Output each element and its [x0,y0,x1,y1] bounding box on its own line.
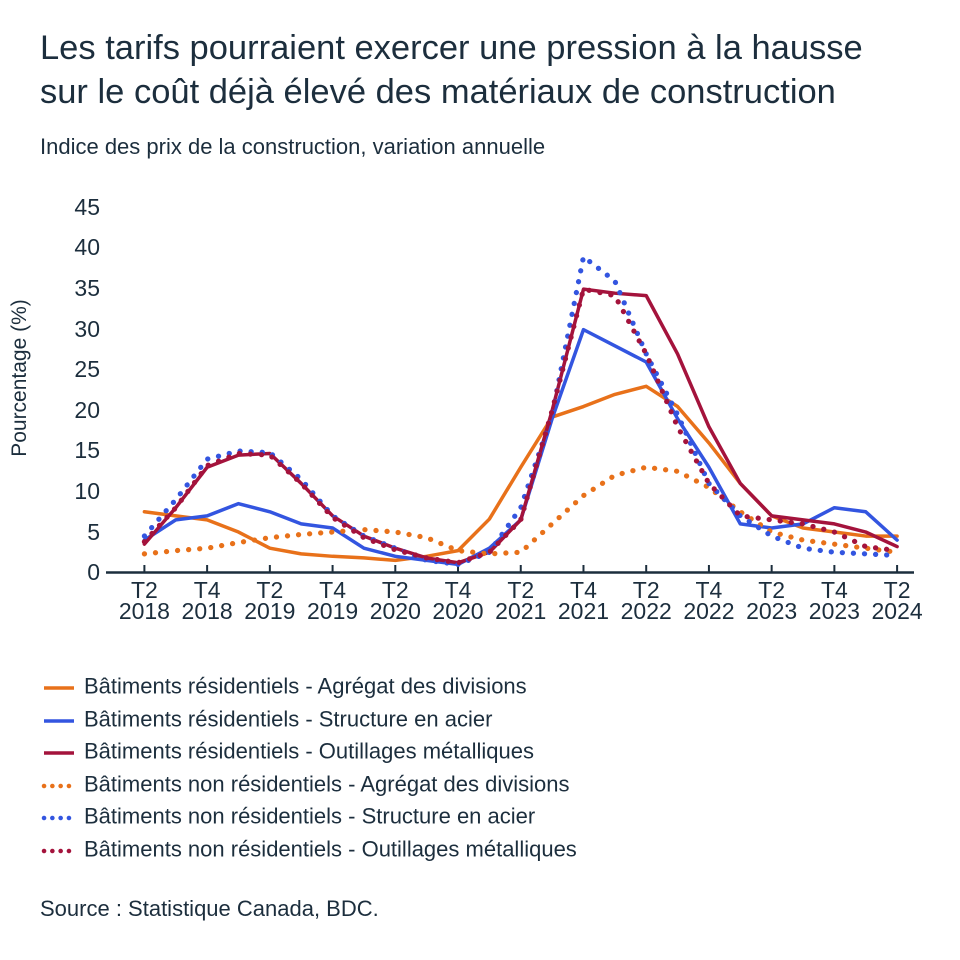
svg-text:2023: 2023 [746,598,797,624]
svg-text:15: 15 [74,437,100,463]
svg-text:2024: 2024 [872,598,923,624]
svg-text:2022: 2022 [683,598,734,624]
svg-text:20: 20 [74,397,100,423]
svg-text:2023: 2023 [809,598,860,624]
svg-text:2020: 2020 [432,598,483,624]
svg-text:10: 10 [74,478,100,504]
svg-text:2020: 2020 [370,598,421,624]
svg-text:2018: 2018 [182,598,233,624]
svg-text:40: 40 [74,234,100,260]
svg-text:2019: 2019 [307,598,358,624]
svg-text:35: 35 [74,275,100,301]
svg-text:0: 0 [87,559,100,585]
svg-text:2021: 2021 [495,598,546,624]
svg-text:2022: 2022 [621,598,672,624]
svg-text:2019: 2019 [244,598,295,624]
svg-text:5: 5 [87,519,100,545]
svg-text:45: 45 [74,194,100,220]
svg-text:2021: 2021 [558,598,609,624]
svg-text:2018: 2018 [119,598,170,624]
svg-text:30: 30 [74,316,100,342]
svg-text:25: 25 [74,356,100,382]
